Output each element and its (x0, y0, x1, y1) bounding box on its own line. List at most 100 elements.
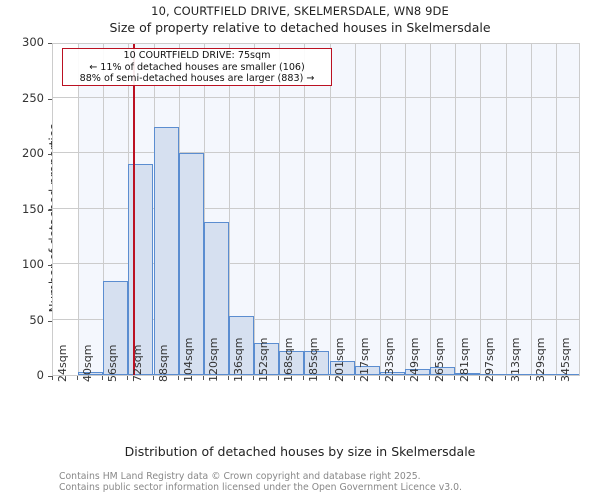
y-tick-mark-200 (48, 154, 52, 155)
x-tick-label-281sqm: 281sqm (458, 337, 472, 382)
gridline-y-50 (53, 318, 579, 320)
x-tick-label-40sqm: 40sqm (81, 344, 95, 382)
gridline-x-10 (304, 44, 305, 375)
bar-72sqm (128, 164, 153, 375)
x-tick-label-120sqm: 120sqm (206, 337, 220, 382)
bar-baseline (78, 373, 579, 375)
property-marker-line (133, 44, 135, 375)
x-tick-label-185sqm: 185sqm (307, 337, 321, 382)
x-tick-mark-88sqm (153, 376, 154, 380)
x-tick-mark-265sqm (429, 376, 430, 380)
gridline-x-1 (78, 44, 79, 375)
y-tick-mark-100 (48, 265, 52, 266)
x-tick-label-72sqm: 72sqm (131, 344, 145, 382)
x-tick-label-329sqm: 329sqm (533, 337, 547, 382)
x-tick-mark-185sqm (303, 376, 304, 380)
x-tick-label-136sqm: 136sqm (232, 337, 245, 382)
x-tick-mark-152sqm (253, 376, 254, 380)
gridline-x-14 (405, 44, 406, 375)
bar-217sqm (355, 366, 380, 375)
x-tick-label-104sqm: 104sqm (181, 337, 195, 382)
gridline-x-7 (229, 44, 230, 375)
bar-201sqm (330, 360, 355, 375)
x-tick-mark-201sqm (329, 376, 330, 380)
bar-168sqm (279, 350, 304, 375)
footer-line-1: Contains HM Land Registry data © Crown c… (59, 471, 421, 482)
x-tick-mark-24sqm (52, 376, 53, 380)
bar-56sqm (103, 280, 128, 375)
x-tick-label-152sqm: 152sqm (257, 337, 271, 382)
x-tick-mark-168sqm (278, 376, 279, 380)
footer-attribution: Contains HM Land Registry data © Crown c… (59, 471, 462, 493)
gridline-x-13 (380, 44, 381, 375)
x-tick-label-201sqm: 201sqm (332, 337, 346, 382)
gridline-x-17 (480, 44, 481, 375)
x-tick-label-88sqm: 88sqm (156, 344, 170, 382)
bar-185sqm (304, 350, 329, 375)
x-tick-label-56sqm: 56sqm (106, 344, 120, 382)
bar-152sqm (254, 342, 279, 375)
gridline-x-18 (506, 44, 507, 375)
y-tick-mark-250 (48, 99, 52, 100)
x-tick-mark-120sqm (203, 376, 204, 380)
x-tick-mark-297sqm (479, 376, 480, 380)
x-tick-label-249sqm: 249sqm (408, 337, 421, 382)
y-tick-label-100: 100 (22, 257, 44, 271)
x-tick-label-233sqm: 233sqm (382, 337, 396, 382)
x-tick-label-217sqm: 217sqm (357, 337, 371, 382)
gridline-x-8 (254, 44, 255, 375)
gridline-x-20 (556, 44, 557, 375)
y-tick-label-50: 50 (29, 312, 44, 327)
page-title: 10, COURTFIELD DRIVE, SKELMERSDALE, WN8 … (151, 4, 449, 18)
bar-249sqm (405, 369, 430, 375)
gridline-x-2 (103, 44, 104, 375)
bar-120sqm (204, 221, 229, 375)
annotation-line-1: 10 COURTFIELD DRIVE: 75sqm (123, 50, 271, 61)
annotation-line-3: 88% of semi-detached houses are larger (… (79, 73, 315, 85)
x-tick-mark-345sqm (555, 376, 556, 380)
bar-233sqm (380, 371, 405, 375)
x-tick-label-265sqm: 265sqm (433, 337, 447, 382)
x-tick-mark-329sqm (530, 376, 531, 380)
property-annotation-box: 10 COURTFIELD DRIVE: 75sqm ← 11% of deta… (62, 48, 332, 86)
bar-40sqm (78, 371, 103, 375)
x-tick-label-168sqm: 168sqm (282, 337, 296, 382)
y-tick-mark-50 (48, 321, 52, 322)
gridline-x-6 (204, 44, 205, 375)
x-axis-label: Distribution of detached houses by size … (124, 444, 476, 459)
gridline-x-15 (430, 44, 431, 375)
y-tick-mark-150 (48, 210, 52, 211)
gridline-y-200 (53, 152, 579, 153)
x-tick-mark-217sqm (354, 376, 355, 380)
bar-136sqm (229, 316, 254, 375)
y-tick-label-150: 150 (22, 201, 44, 216)
x-tick-mark-281sqm (454, 376, 455, 380)
gridline-y-150 (53, 207, 579, 209)
gridline-y-100 (53, 263, 579, 264)
y-tick-mark-0 (48, 376, 52, 377)
x-tick-mark-313sqm (505, 376, 506, 380)
y-tick-label-300: 300 (22, 35, 44, 49)
x-tick-label-345sqm: 345sqm (558, 337, 572, 382)
y-tick-mark-300 (48, 43, 52, 44)
x-tick-mark-136sqm (228, 376, 229, 380)
x-tick-mark-233sqm (379, 376, 380, 380)
bar-104sqm (179, 153, 204, 375)
gridline-y-250 (53, 96, 579, 98)
gridline-x-11 (330, 44, 331, 375)
footer-line-2: Contains public sector information licen… (59, 482, 462, 493)
bar-88sqm (154, 127, 179, 375)
x-tick-label-297sqm: 297sqm (483, 337, 497, 382)
y-tick-label-250: 250 (22, 90, 44, 105)
x-tick-mark-104sqm (178, 376, 179, 380)
gridline-x-12 (355, 44, 356, 375)
gridline-x-19 (531, 44, 532, 375)
y-tick-label-200: 200 (22, 146, 44, 160)
bar-265sqm (430, 367, 455, 375)
x-tick-mark-40sqm (77, 376, 78, 380)
plot-area (52, 43, 580, 376)
x-tick-mark-56sqm (102, 376, 103, 380)
y-tick-label-0: 0 (36, 368, 44, 382)
page-subtitle: Size of property relative to detached ho… (109, 20, 491, 35)
